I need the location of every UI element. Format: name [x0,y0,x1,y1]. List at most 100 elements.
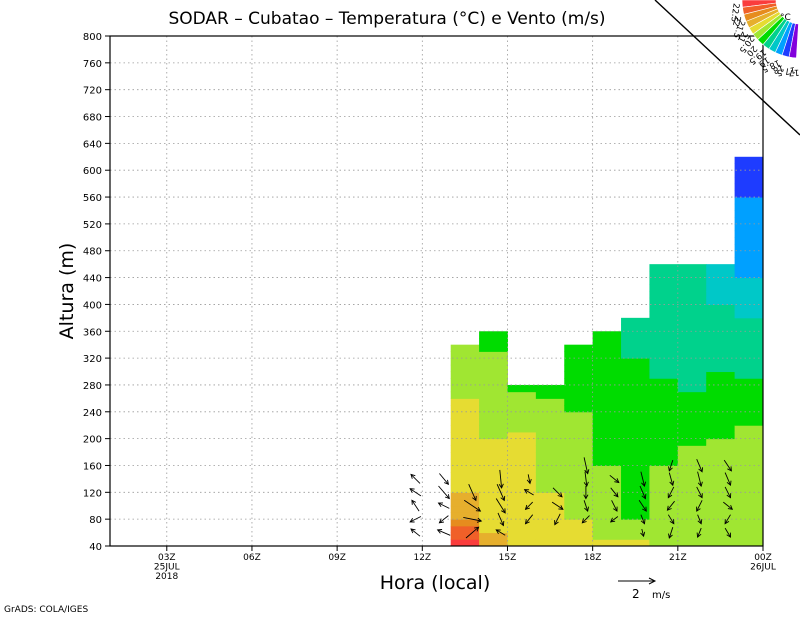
temperature-cell [479,358,508,366]
temperature-cell [677,505,707,513]
wind-vector [609,516,619,523]
temperature-cell [734,398,764,406]
temperature-cell [649,297,679,305]
temperature-cell [649,311,679,319]
temperature-cell [564,458,594,466]
temperature-cell [734,217,764,225]
temperature-cell [535,492,565,500]
y-tick-label: 360 [83,327,102,338]
temperature-cell [479,391,508,399]
temperature-cell [734,244,764,252]
x-tick-label: 18Z [584,553,602,563]
wind-vector [610,487,619,498]
y-tick-label: 560 [83,193,102,204]
x-tick-label: 06Z [243,553,261,563]
temperature-cell [649,284,679,292]
wind-vector [697,471,703,488]
temperature-cell [507,391,537,399]
temperature-cell [621,532,650,540]
temperature-cell [621,337,650,346]
legend-unit: °C [780,13,791,23]
temperature-cell [734,344,764,352]
y-tick-label: 720 [83,86,102,97]
temperature-cell [621,458,650,466]
temperature-cell [592,344,622,352]
temperature-cell [479,411,508,419]
legend-level-label: 21 [735,30,749,44]
wind-vector [668,459,674,472]
temperature-cell [507,458,537,466]
temperature-cell [677,291,707,299]
temperature-cell [734,425,764,433]
temperature-cell [592,358,622,366]
temperature-cell [621,425,650,433]
temperature-cell [734,337,764,346]
temperature-cell [535,472,565,480]
temperature-cell [621,418,650,426]
temperature-cell [621,525,650,534]
temperature-cell [649,418,679,426]
temperature-cell [592,418,622,426]
temperature-cell [706,539,736,547]
wind-vector [640,528,646,538]
temperature-cell [535,445,565,453]
temperature-cell [621,405,650,413]
temperature-cell [706,277,736,285]
temperature-cell [649,371,679,379]
y-axis: 40 80 120 160 200 240 280 320 360 400 440 480 520 560… [83,32,110,553]
temperature-cell [706,465,736,473]
temperature-cell [592,485,622,493]
temperature-cell [677,411,707,419]
temperature-cell [649,478,679,487]
y-tick-label: 680 [83,113,102,124]
temperature-cell [706,405,736,413]
temperature-cell [507,499,537,507]
y-tick-label: 80 [89,515,102,526]
temperature-cell [734,525,764,534]
wind-vector [411,499,420,512]
temperature-cell [649,505,679,513]
wind-reference-arrowhead [648,577,657,585]
temperature-cell [507,505,537,513]
wind-vector [667,486,675,499]
temperature-cell [535,418,565,426]
temperature-cell [706,418,736,426]
temperature-cell [535,539,565,547]
temperature-cell [734,364,764,373]
temperature-cell [621,398,650,406]
temperature-cell [479,418,508,426]
temperature-cell [592,519,622,527]
temperature-cell [649,472,679,480]
temperature-cell [649,264,679,272]
legend-level-label: 17 [788,67,799,78]
temperature-cell [592,512,622,520]
temperature-cell [450,478,480,487]
wind-vector [523,489,534,496]
temperature-cell [649,499,679,507]
x-tick-label: 15Z [499,553,517,563]
temperature-cell [535,478,565,487]
x-tick-label: 03Z [158,553,176,563]
temperature-cell [677,378,707,386]
temperature-cell [479,371,508,379]
temperature-cell [450,452,480,460]
wind-vector [696,527,702,538]
temperature-cell [649,351,679,359]
temperature-cell [479,337,508,346]
temperature-cell [734,371,764,379]
temperature-cell [621,465,650,473]
temperature-cell [649,277,679,285]
wind-vector [439,473,450,486]
wind-vector [551,501,564,510]
wind-vector [495,529,506,536]
temperature-cell [706,478,736,487]
temperature-cell [734,465,764,473]
temperature-cell [507,512,537,520]
temperature-cell [706,438,736,446]
temperature-cell [734,331,764,339]
temperature-cell [507,465,537,473]
temperature-cell [535,384,565,393]
temperature-cell [479,519,508,527]
temperature-cell [706,458,736,466]
temperature-cell [677,438,707,446]
